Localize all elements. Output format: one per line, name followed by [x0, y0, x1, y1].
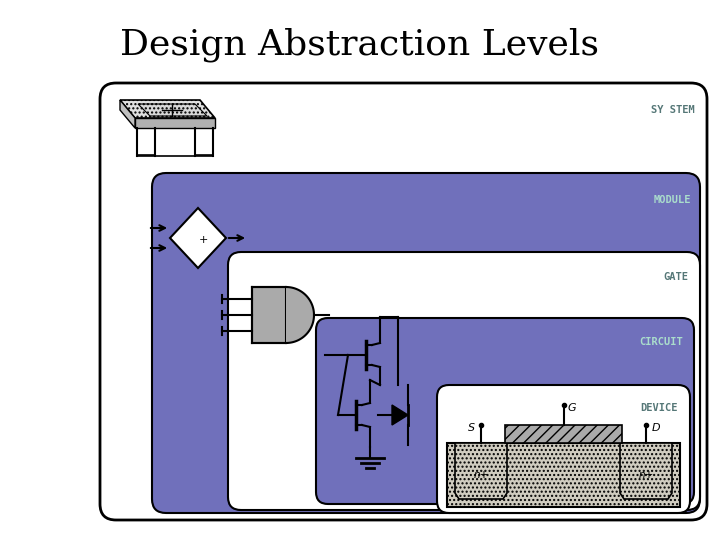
- Text: D: D: [652, 423, 660, 433]
- Polygon shape: [138, 104, 207, 116]
- FancyBboxPatch shape: [152, 173, 700, 513]
- Polygon shape: [620, 443, 672, 499]
- Bar: [252, 287, 286, 343]
- Text: CIRCUIT: CIRCUIT: [639, 337, 683, 347]
- Polygon shape: [120, 100, 215, 118]
- FancyBboxPatch shape: [100, 83, 707, 520]
- Text: SY STEM: SY STEM: [652, 105, 695, 115]
- Polygon shape: [455, 443, 507, 499]
- Text: MODULE: MODULE: [654, 195, 691, 205]
- FancyBboxPatch shape: [316, 318, 694, 504]
- Bar: [447, 443, 680, 507]
- Text: G: G: [567, 403, 576, 413]
- Text: GATE: GATE: [663, 272, 688, 282]
- Text: n+: n+: [639, 470, 654, 480]
- Bar: [505, 425, 622, 443]
- Polygon shape: [120, 100, 135, 128]
- Text: Design Abstraction Levels: Design Abstraction Levels: [120, 28, 600, 63]
- Polygon shape: [286, 287, 314, 343]
- FancyBboxPatch shape: [437, 385, 690, 513]
- FancyBboxPatch shape: [228, 252, 700, 510]
- Text: +: +: [198, 235, 207, 245]
- Polygon shape: [170, 208, 226, 268]
- Polygon shape: [135, 118, 215, 128]
- Text: n+: n+: [473, 470, 489, 480]
- Polygon shape: [392, 405, 408, 425]
- Text: DEVICE: DEVICE: [641, 403, 678, 413]
- Text: S: S: [467, 423, 474, 433]
